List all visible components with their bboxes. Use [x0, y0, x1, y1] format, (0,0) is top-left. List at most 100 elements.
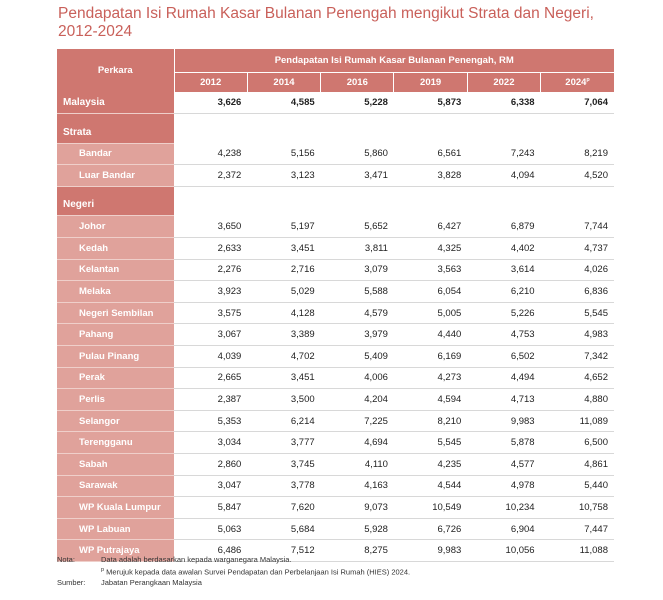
spacer-cell [394, 114, 467, 122]
value-cell: 6,561 [393, 143, 468, 166]
row-label: Bandar [57, 143, 175, 166]
value-cell: 6,338 [467, 92, 541, 115]
value-cell: 4,494 [467, 367, 541, 390]
value-cell: 5,156 [247, 143, 321, 166]
row-label: WP Kuala Lumpur [57, 496, 175, 519]
value-cell: 5,652 [320, 215, 394, 239]
value-cell: 4,737 [540, 237, 614, 260]
value-cell: 2,276 [174, 259, 248, 282]
source-text: Jabatan Perangkaan Malaysia [101, 577, 202, 587]
value-cell: 7,447 [540, 518, 614, 541]
value-cell: 11,089 [540, 410, 614, 433]
value-cell: 5,588 [320, 280, 394, 303]
empty-cell [174, 194, 247, 216]
value-cell: 4,520 [540, 164, 614, 187]
value-cell: 3,626 [174, 92, 248, 115]
value-cell: 3,034 [174, 431, 248, 454]
value-cell: 4,579 [320, 302, 394, 325]
value-cell: 3,828 [393, 164, 468, 187]
value-cell: 5,063 [174, 518, 248, 541]
header-year-2024: 2024 [565, 76, 587, 88]
row-label: Kedah [57, 237, 175, 260]
value-cell: 2,665 [174, 367, 248, 390]
table-row: Pulau Pinang 4,039 4,702 5,409 6,169 6,502 7,3… [57, 345, 614, 368]
spacer-cell [247, 186, 320, 194]
empty-cell [467, 194, 540, 216]
value-cell: 7,243 [467, 143, 541, 166]
value-cell: 8,219 [540, 143, 614, 166]
value-cell: 3,650 [174, 215, 248, 239]
value-cell: 5,226 [467, 302, 541, 325]
value-cell: 3,123 [247, 164, 321, 187]
value-cell: 5,197 [247, 215, 321, 239]
spacer-cell [247, 114, 320, 122]
value-cell: 4,694 [320, 431, 394, 454]
table-row: Sabah 2,860 3,745 4,110 4,235 4,577 4,861 [57, 453, 614, 476]
table-row: Perlis 2,387 3,500 4,204 4,594 4,713 4,880 [57, 388, 614, 411]
empty-cell [394, 194, 467, 216]
table-row: Bandar 4,238 5,156 5,860 6,561 7,243 8,219 [57, 143, 614, 166]
spacer-cell [174, 114, 247, 122]
value-cell: 4,753 [467, 323, 541, 347]
note-p-text: Merujuk kepada data awalan Survei Pendap… [106, 567, 411, 577]
table-row: Perak 2,665 3,451 4,006 4,273 4,494 4,652 [57, 367, 614, 390]
value-cell: 4,325 [393, 237, 468, 260]
empty-cell [321, 122, 394, 144]
value-cell: 9,983 [467, 410, 541, 433]
table-row: Negeri Sembilan 3,575 4,128 4,579 5,005 5,226… [57, 302, 614, 325]
row-label: Luar Bandar [57, 164, 175, 187]
value-cell: 4,110 [320, 453, 394, 476]
empty-cell [247, 194, 320, 216]
spacer-cell [541, 114, 614, 122]
value-cell: 2,633 [174, 237, 248, 260]
value-cell: 5,545 [540, 302, 614, 325]
header-year: 2014 [247, 72, 322, 92]
note-preliminary: p Merujuk kepada data awalan Survei Pend… [101, 565, 410, 578]
section-label: Strata [57, 121, 175, 144]
spacer-cell [467, 186, 540, 194]
spacer-cell [467, 114, 540, 122]
row-label: WP Labuan [57, 518, 175, 541]
value-cell: 4,238 [174, 143, 248, 166]
row-label: Kelantan [57, 259, 175, 282]
section-negeri: Negeri [57, 194, 614, 217]
value-cell: 3,979 [320, 323, 394, 347]
spacer-cell [541, 186, 614, 194]
table-row: WP Labuan 5,063 5,684 5,928 6,726 6,904 7,447 [57, 518, 614, 541]
value-cell: 4,402 [467, 237, 541, 260]
value-cell: 3,745 [247, 453, 321, 476]
value-cell: 5,873 [393, 92, 468, 115]
section-label: Negeri [57, 194, 175, 217]
value-cell: 9,983 [393, 539, 468, 562]
value-cell: 4,594 [393, 388, 468, 411]
value-cell: 5,928 [320, 518, 394, 541]
value-cell: 7,744 [540, 215, 614, 239]
value-cell: 4,026 [540, 259, 614, 282]
value-cell: 5,029 [247, 280, 321, 303]
row-label: Perak [57, 367, 175, 390]
row-label: Pahang [57, 323, 175, 347]
table-body: Malaysia 3,626 4,585 5,228 5,873 6,338 7,064 St… [57, 92, 614, 562]
value-cell: 3,563 [393, 259, 468, 282]
table-row: WP Kuala Lumpur 5,847 7,620 9,073 10,549 10,2… [57, 496, 614, 519]
row-label: Melaka [57, 280, 175, 303]
value-cell: 6,904 [467, 518, 541, 541]
header-year: 2019 [393, 72, 468, 92]
value-cell: 3,079 [320, 259, 394, 282]
table-row: Luar Bandar 2,372 3,123 3,471 3,828 4,094 4,52… [57, 164, 614, 187]
value-cell: 4,204 [320, 388, 394, 411]
section-strata: Strata [57, 121, 614, 144]
table-row: Terengganu 3,034 3,777 4,694 5,545 5,878 6,500 [57, 431, 614, 454]
table-row: WP Putrajaya 6,486 7,512 8,275 9,983 10,056 11… [57, 539, 614, 562]
value-cell: 7,342 [540, 345, 614, 368]
note-label: Nota: [57, 555, 75, 564]
value-cell: 6,169 [393, 345, 468, 368]
header-year: 2022 [467, 72, 542, 92]
value-cell: 11,088 [540, 539, 614, 562]
value-cell: 3,389 [247, 323, 321, 347]
value-cell: 6,836 [540, 280, 614, 303]
value-cell: 5,878 [467, 431, 541, 454]
spacer-label [57, 113, 175, 122]
header-year-last: 2024p [540, 72, 614, 92]
value-cell: 4,861 [540, 453, 614, 476]
